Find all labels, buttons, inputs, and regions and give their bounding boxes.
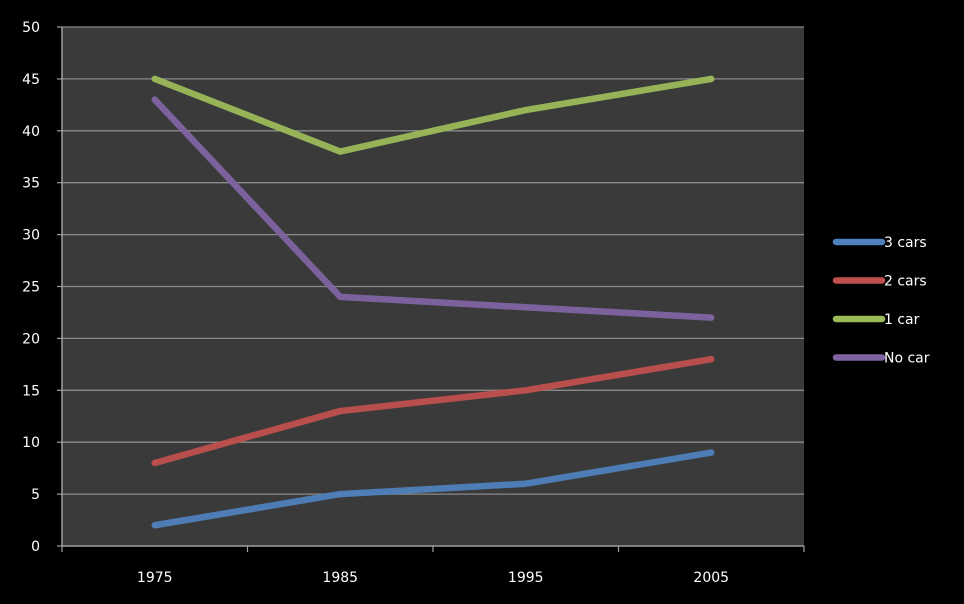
series-line-3-cars [151, 449, 715, 529]
series-line-2-cars [151, 355, 715, 467]
series-lines [151, 75, 715, 529]
data-point-2-cars-1995 [524, 388, 528, 392]
series-line-1-car [151, 75, 715, 155]
data-point-3-cars-2005 [709, 451, 713, 455]
y-tick-label-45: 45 [22, 72, 40, 88]
data-point-2-cars-1975 [153, 461, 157, 465]
data-point-1-car-1995 [524, 108, 528, 112]
data-point-no-car-1985 [338, 295, 342, 299]
y-tick-label-30: 30 [22, 228, 40, 244]
x-tick-label-2005: 2005 [693, 570, 729, 586]
y-tick-label-10: 10 [22, 435, 40, 451]
series-line-no-car [151, 96, 715, 321]
y-tick-label-5: 5 [31, 487, 40, 503]
data-point-1-car-1985 [338, 150, 342, 154]
y-tick-label-20: 20 [22, 331, 40, 347]
data-point-2-cars-1985 [338, 409, 342, 413]
y-tick-label-40: 40 [22, 124, 40, 140]
y-tick-label-15: 15 [22, 383, 40, 399]
y-tick-label-35: 35 [22, 176, 40, 192]
y-tick-label-50: 50 [22, 20, 40, 36]
axes [57, 26, 805, 552]
x-tick-label-1995: 1995 [508, 570, 544, 586]
data-point-1-car-2005 [709, 77, 713, 81]
x-tick-label-1985: 1985 [322, 570, 358, 586]
x-tick-label-1975: 1975 [137, 570, 173, 586]
data-point-2-cars-2005 [709, 357, 713, 361]
legend: 3 cars 2 cars 1 car No car [832, 235, 930, 367]
data-point-1-car-1975 [153, 77, 157, 81]
data-point-3-cars-1985 [338, 492, 342, 496]
y-tick-label-25: 25 [22, 280, 40, 296]
data-point-no-car-1975 [153, 98, 157, 102]
data-point-no-car-1995 [524, 305, 528, 309]
legend-label-3-cars: 3 cars [884, 235, 927, 251]
y-tick-label-0: 0 [31, 539, 40, 555]
y-axis-tick-labels: 0 5 10 15 20 25 30 35 40 45 50 [22, 20, 40, 555]
data-point-no-car-2005 [709, 316, 713, 320]
x-axis-tick-labels: 1975 1985 1995 2005 [137, 570, 729, 586]
data-point-3-cars-1995 [524, 482, 528, 486]
data-point-3-cars-1975 [153, 523, 157, 527]
legend-label-1-car: 1 car [884, 312, 920, 328]
legend-label-no-car: No car [884, 351, 930, 367]
legend-label-2-cars: 2 cars [884, 274, 927, 290]
